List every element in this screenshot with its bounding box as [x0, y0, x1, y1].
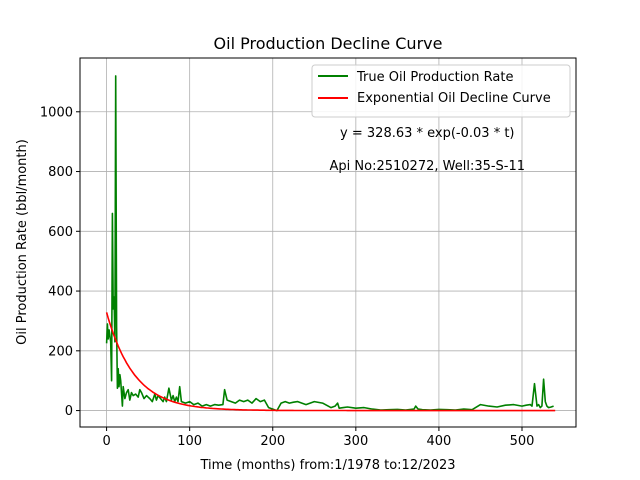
x-tick-label: 400: [427, 434, 452, 449]
y-tick-label: 0: [65, 404, 73, 419]
legend: True Oil Production Rate Exponential Oil…: [311, 64, 571, 118]
y-tick-label: 600: [48, 225, 73, 240]
x-tick-label: 300: [343, 434, 368, 449]
y-tick-label: 1000: [40, 105, 73, 120]
decline-curve-line: [105, 312, 556, 412]
y-axis-ticks: 0 200 400 600 800 1000: [40, 105, 80, 419]
gridlines: [80, 58, 576, 427]
legend-box: [311, 64, 571, 118]
chart-title: Oil Production Decline Curve: [214, 34, 443, 53]
y-axis-label: Oil Production Rate (bbl/month): [15, 139, 30, 345]
equation-annotation: y = 328.63 * exp(-0.03 * t): [340, 126, 514, 141]
x-tick-label: 100: [177, 434, 202, 449]
x-axis-ticks: 0 100 200 300 400 500: [102, 427, 534, 449]
y-tick-label: 200: [48, 344, 73, 359]
y-tick-label: 400: [48, 285, 73, 300]
x-axis-label: Time (months) from:1/1978 to:12/2023: [199, 458, 455, 473]
x-tick-label: 200: [260, 434, 285, 449]
legend-label-true-production: True Oil Production Rate: [356, 70, 513, 85]
true-production-line: [105, 75, 554, 412]
y-tick-label: 800: [48, 165, 73, 180]
legend-label-decline-curve: Exponential Oil Decline Curve: [357, 91, 551, 106]
plot-frame: [79, 57, 577, 428]
well-annotation: Api No:2510272, Well:35-S-11: [330, 159, 526, 174]
x-tick-label: 0: [102, 434, 110, 449]
x-tick-label: 500: [510, 434, 535, 449]
plot-lines: [105, 75, 556, 412]
